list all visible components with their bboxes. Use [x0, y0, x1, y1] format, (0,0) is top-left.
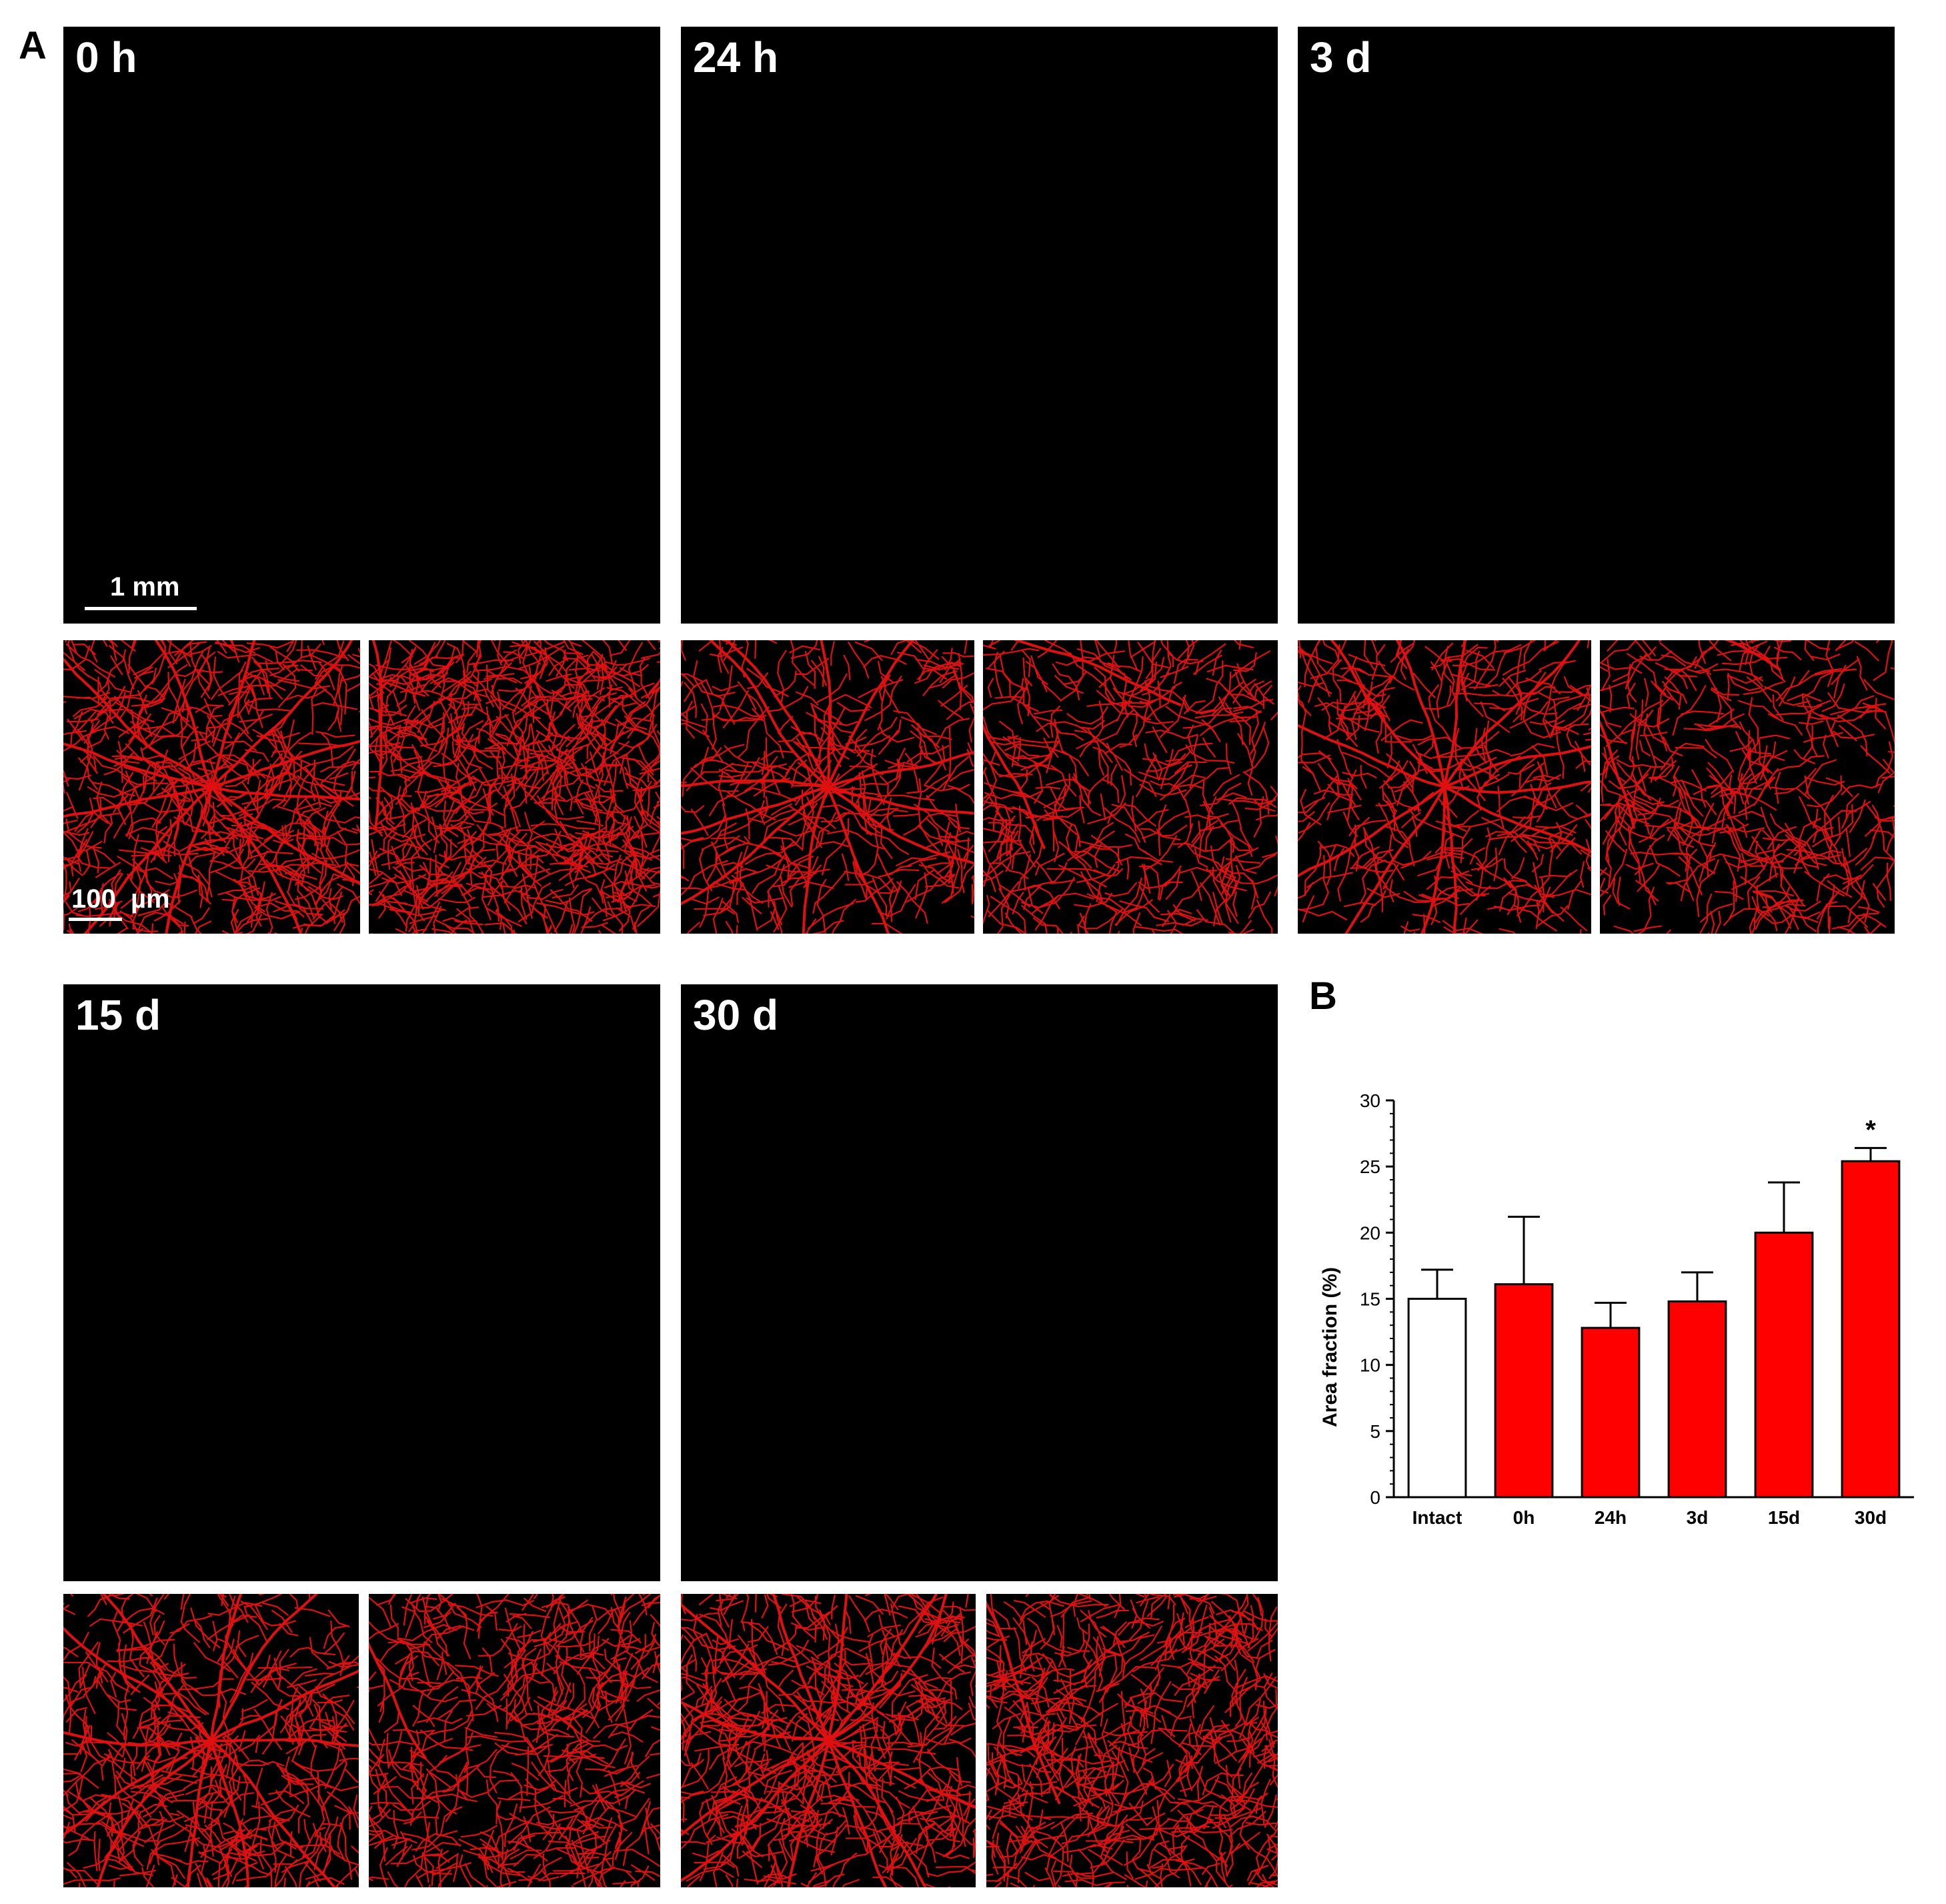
- y-axis-label: Area fraction (%): [1319, 1267, 1341, 1427]
- zoom-24h-periphery: [983, 640, 1278, 934]
- vessel-network: [986, 1594, 1278, 1887]
- zoom-30d-periphery: [986, 1594, 1278, 1887]
- time-label-30d: 30 d: [693, 991, 779, 1039]
- scalebar-1mm-label: 1 mm: [110, 572, 180, 602]
- x-tick-label-Intact: Intact: [1412, 1507, 1463, 1528]
- vessel-network: [369, 640, 660, 934]
- y-tick-label-20: 20: [1360, 1222, 1380, 1243]
- scalebar-100um: 100 µm: [69, 886, 202, 932]
- scalebar-100um-bar: [69, 918, 122, 921]
- vessel-network: [63, 27, 660, 624]
- vessel-network: [1298, 27, 1895, 624]
- scalebar-1mm: 1 mm: [85, 574, 218, 620]
- vessel-network: [681, 27, 1278, 624]
- significance-mark: *: [1865, 1115, 1876, 1144]
- zoom-3d-periphery: [1600, 640, 1895, 934]
- vessel-network: [1600, 640, 1895, 934]
- bar-3d: [1667, 1300, 1727, 1499]
- scalebar-1mm-bar: [85, 607, 197, 610]
- retina-wholemount-30d: 30 d: [681, 984, 1278, 1581]
- time-label-0h: 0 h: [75, 33, 137, 81]
- time-label-24h: 24 h: [693, 33, 779, 81]
- zoom-15d-center: [63, 1594, 359, 1887]
- retina-wholemount-24h: 24 h: [681, 27, 1278, 624]
- retina-wholemount-3d: 3 d: [1298, 27, 1895, 624]
- x-tick-label-30d: 30d: [1855, 1507, 1887, 1528]
- bar-15d: [1754, 1231, 1814, 1499]
- zoom-30d-center: [681, 1594, 976, 1887]
- x-tick-label-15d: 15d: [1768, 1507, 1800, 1528]
- scalebar-100um-label: 100 µm: [71, 884, 170, 914]
- x-tick-label-0h: 0h: [1513, 1507, 1535, 1528]
- zoom-15d-periphery: [369, 1594, 660, 1887]
- y-tick-label-30: 30: [1360, 1090, 1380, 1111]
- time-label-15d: 15 d: [75, 991, 161, 1039]
- vessel-network: [681, 640, 974, 934]
- panel-a-label: A: [19, 24, 47, 67]
- retina-wholemount-15d: 15 d: [63, 984, 660, 1581]
- zoom-0h-periphery: [369, 640, 660, 934]
- area-fraction-bar-chart: 0 5 10 15 20 25 30 Intact 0h 24h 3d 15d 30d * Area f…: [1319, 1090, 1914, 1528]
- bar-0h: [1494, 1283, 1554, 1499]
- y-tick-label-0: 0: [1370, 1487, 1380, 1508]
- y-tick-label-5: 5: [1370, 1421, 1380, 1442]
- panel-b-label: B: [1309, 974, 1337, 1018]
- y-tick-label-25: 25: [1360, 1156, 1380, 1177]
- vessel-network: [681, 1594, 976, 1887]
- vessel-network: [983, 640, 1278, 934]
- zoom-0h-center: 100 µm: [63, 640, 360, 934]
- bar-Intact: [1407, 1298, 1467, 1499]
- y-tick-label-15: 15: [1360, 1289, 1380, 1310]
- zoom-24h-center: [681, 640, 974, 934]
- time-label-3d: 3 d: [1310, 33, 1372, 81]
- x-tick-label-3d: 3d: [1687, 1507, 1709, 1528]
- zoom-3d-center: [1298, 640, 1591, 934]
- bar-30d: [1841, 1160, 1901, 1499]
- vessel-network: [681, 984, 1278, 1581]
- y-tick-label-10: 10: [1360, 1355, 1380, 1376]
- bar-24h: [1581, 1326, 1641, 1499]
- retina-wholemount-0h: 0 h 1 mm: [63, 27, 660, 624]
- vessel-network: [63, 984, 660, 1581]
- x-tick-label-24h: 24h: [1595, 1507, 1627, 1528]
- vessel-network: [369, 1594, 660, 1887]
- vessel-network: [63, 1594, 359, 1887]
- vessel-network: [1298, 640, 1591, 934]
- chart-bars: Intact 0h 24h 3d 15d 30d *: [1407, 1115, 1901, 1528]
- vessel-network: [63, 640, 360, 934]
- chart-axes: 0 5 10 15 20 25 30: [1360, 1090, 1914, 1508]
